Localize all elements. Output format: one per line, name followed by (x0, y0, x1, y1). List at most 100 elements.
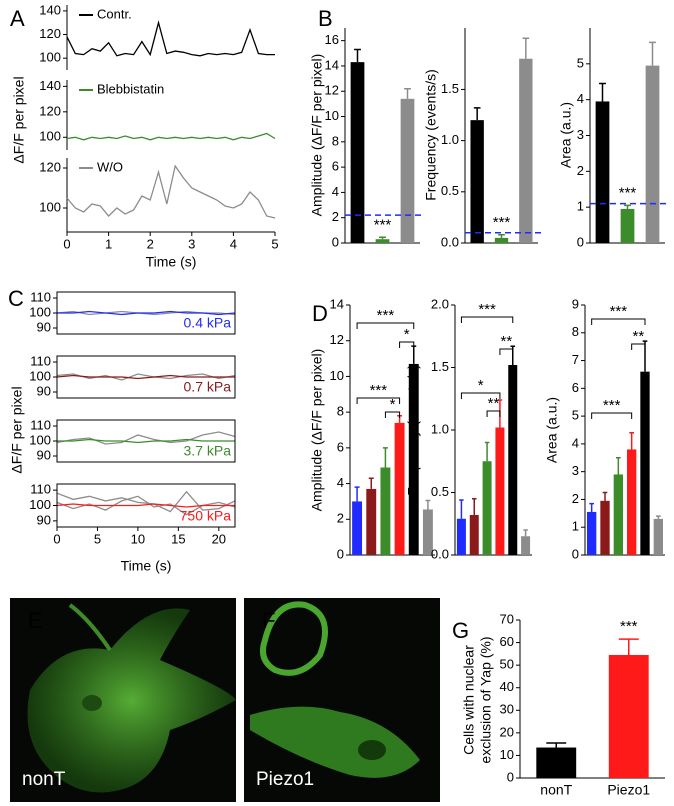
bar (482, 461, 492, 555)
y-tick-label: 120 (39, 26, 61, 41)
plot-frame (56, 483, 236, 528)
bar (352, 501, 363, 555)
error-bar (404, 87, 411, 99)
y-tick-label: 8 (572, 324, 579, 339)
bar (400, 98, 415, 243)
x-tick-label: 5 (94, 531, 101, 546)
y-tick-label: 4 (337, 475, 344, 490)
error-bar (472, 498, 477, 515)
x-tick-label: 5 (271, 236, 278, 251)
plot-frame (56, 419, 236, 463)
error-bar (523, 529, 528, 537)
y-tick-label: 90 (37, 447, 51, 462)
y-axis-label: Frequency (events/s) (405, 364, 421, 496)
bracket (356, 322, 415, 329)
trace (66, 164, 276, 219)
y-axis-label: Frequency (events/s) (423, 69, 439, 201)
significance: *** (620, 618, 638, 635)
y-tick-label: 100 (29, 432, 51, 447)
chart: 100 120 140 Blebbistatin ΔF/F per pixel (11, 76, 276, 164)
y-tick-label: 100 (29, 497, 51, 512)
significance: ** (500, 333, 512, 350)
image-label: nonT (22, 769, 66, 790)
x-axis-label: Time (s) (121, 558, 172, 574)
y-tick-label: 120 (39, 159, 61, 174)
y-tick-label: 10 (325, 108, 339, 123)
bar (469, 515, 479, 555)
y-tick-label: 0 (577, 234, 584, 249)
significance: * (404, 326, 410, 343)
y-tick-label: 0.5 (431, 484, 449, 499)
y-tick-label: 2 (337, 511, 344, 526)
trace-label: 0.7 kPa (184, 379, 232, 395)
y-tick-label: 4 (577, 91, 584, 106)
error-bar (473, 107, 481, 121)
y-tick-label: 0 (572, 546, 579, 561)
y-tick-label: 1.5 (431, 359, 449, 374)
significance: *** (603, 397, 621, 414)
y-tick-label: 2 (332, 209, 339, 224)
error-bar (599, 82, 606, 102)
y-tick-label: 100 (29, 304, 51, 319)
y-tick-label: 1.0 (431, 421, 449, 436)
significance: *** (610, 303, 628, 320)
y-axis-label: ΔF/F per pixel (9, 386, 25, 473)
panel-label: F (262, 608, 275, 633)
bar (600, 500, 610, 555)
y-tick-label: 14 (325, 57, 339, 72)
x-tick-label: 0 (53, 531, 60, 546)
bar (380, 467, 391, 555)
x-tick-label: 10 (131, 531, 145, 546)
bar (627, 449, 637, 555)
bracket (486, 410, 501, 417)
trace (56, 431, 236, 445)
error-bar (624, 204, 631, 209)
bar (595, 101, 610, 243)
bar (422, 509, 433, 555)
y-tick-label: 1 (577, 199, 584, 214)
error-bar (379, 236, 386, 240)
significance: ** (488, 395, 500, 412)
plot-frame (56, 355, 236, 399)
y-tick-label: 100 (39, 129, 61, 144)
error-bar (484, 441, 490, 462)
y-tick-label: 6 (332, 159, 339, 174)
error-bar (602, 491, 608, 501)
y-tick-label: 4 (332, 184, 339, 199)
y-tick-label: 100 (39, 50, 61, 65)
error-bar (649, 41, 656, 66)
bar (653, 518, 663, 555)
bar (494, 237, 509, 243)
trace (56, 503, 235, 508)
chart: 0.00.51.01.52.0 ********Frequency (events… (405, 296, 532, 561)
significance: * (478, 377, 484, 394)
y-tick-label: 9 (572, 296, 579, 311)
x-tick-label: 1 (105, 236, 112, 251)
error-bar (459, 499, 464, 519)
bar (608, 654, 649, 778)
significance: *** (374, 216, 392, 233)
bar (508, 365, 518, 555)
bar (536, 747, 577, 778)
error-bar (589, 502, 594, 512)
bracket (356, 397, 401, 404)
y-tick-label: 20 (500, 724, 514, 739)
bar (640, 371, 650, 555)
y-axis-label: ΔF/F per pixel (11, 76, 27, 163)
y-axis-label: Area (a.u.) (558, 102, 574, 168)
y-tick-label: 50 (500, 657, 514, 672)
y-tick-label: 5 (577, 55, 584, 70)
legend-label: W/O (97, 159, 123, 174)
y-tick-label: 90 (37, 512, 51, 527)
bracket (460, 316, 514, 323)
panel-label: C (8, 286, 24, 311)
trace (66, 20, 275, 57)
y-tick-label: 40 (500, 679, 514, 694)
y-tick-label: 100 (39, 199, 61, 214)
y-tick-label: 140 (39, 2, 61, 17)
plot-frame (56, 291, 236, 335)
bar (645, 65, 660, 243)
